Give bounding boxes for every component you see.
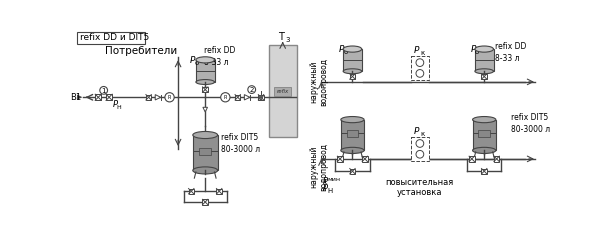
Text: refix: refix	[277, 89, 289, 94]
Ellipse shape	[475, 69, 493, 74]
Bar	[478, 130, 490, 137]
Ellipse shape	[193, 131, 218, 138]
Polygon shape	[350, 74, 355, 79]
Ellipse shape	[196, 79, 215, 84]
Text: P: P	[323, 177, 328, 186]
Circle shape	[165, 93, 174, 102]
Ellipse shape	[341, 147, 364, 154]
Bar	[274, 87, 291, 96]
Ellipse shape	[193, 167, 218, 174]
Text: Н: Н	[327, 188, 332, 194]
Text: наружный
водопровод: наружный водопровод	[309, 143, 328, 191]
Text: P: P	[113, 100, 118, 109]
Text: 1: 1	[101, 88, 106, 94]
Ellipse shape	[473, 117, 496, 123]
Ellipse shape	[196, 57, 215, 63]
Text: refix DD и DIT5: refix DD и DIT5	[80, 33, 149, 43]
Circle shape	[416, 150, 424, 158]
Polygon shape	[95, 94, 101, 100]
Polygon shape	[258, 94, 264, 100]
Bar	[196, 60, 215, 82]
Text: наружный
водопровод: наружный водопровод	[309, 58, 328, 106]
Text: PI: PI	[167, 95, 172, 100]
Circle shape	[416, 70, 424, 77]
Polygon shape	[202, 199, 208, 205]
Bar	[343, 49, 362, 71]
Polygon shape	[481, 74, 487, 79]
Text: к: к	[421, 50, 425, 56]
Circle shape	[221, 93, 230, 102]
Polygon shape	[146, 94, 151, 100]
Polygon shape	[203, 107, 208, 112]
Text: ▶: ▶	[77, 94, 83, 100]
Polygon shape	[155, 94, 161, 100]
Polygon shape	[235, 94, 241, 100]
Text: P: P	[190, 56, 196, 65]
Text: Н: Н	[116, 105, 121, 110]
Text: 2: 2	[250, 87, 254, 93]
Polygon shape	[202, 87, 208, 92]
Polygon shape	[188, 188, 194, 194]
Circle shape	[100, 87, 107, 94]
Polygon shape	[481, 169, 487, 174]
Text: повысительная
установка: повысительная установка	[386, 178, 454, 197]
Ellipse shape	[343, 46, 362, 52]
Text: P: P	[414, 46, 419, 55]
Text: refix DIT5
80-3000 л: refix DIT5 80-3000 л	[221, 133, 260, 154]
Circle shape	[416, 140, 424, 147]
Polygon shape	[217, 188, 222, 194]
Polygon shape	[469, 156, 475, 162]
Text: B1: B1	[70, 93, 81, 102]
Text: о: о	[343, 49, 347, 55]
Polygon shape	[350, 169, 355, 174]
Ellipse shape	[475, 46, 493, 52]
Bar	[199, 148, 211, 155]
Text: refix DIT5
80-3000 л: refix DIT5 80-3000 л	[511, 113, 550, 134]
Polygon shape	[244, 94, 250, 100]
Bar	[341, 120, 364, 150]
Text: T: T	[278, 32, 283, 42]
Circle shape	[416, 59, 424, 66]
Text: Потребители: Потребители	[105, 46, 177, 56]
Text: refix DD
8-33 л: refix DD 8-33 л	[495, 42, 526, 63]
Ellipse shape	[343, 69, 362, 74]
Text: PI: PI	[223, 95, 227, 100]
Bar	[193, 135, 218, 170]
Bar	[347, 130, 358, 137]
Circle shape	[248, 86, 256, 93]
Bar	[410, 56, 429, 80]
Text: P: P	[470, 45, 476, 54]
Bar	[77, 32, 145, 44]
Text: о: о	[475, 49, 479, 55]
Text: мин: мин	[327, 177, 340, 182]
Polygon shape	[337, 156, 343, 162]
Bar	[269, 45, 296, 137]
Text: P: P	[414, 127, 419, 137]
Text: к: к	[421, 131, 425, 137]
Polygon shape	[259, 96, 263, 100]
Text: P: P	[323, 184, 328, 193]
Polygon shape	[106, 94, 112, 100]
Polygon shape	[362, 156, 368, 162]
Polygon shape	[494, 156, 499, 162]
Bar	[475, 49, 494, 71]
Ellipse shape	[473, 147, 496, 154]
Bar	[473, 120, 496, 150]
Text: refix DD
8-33 л: refix DD 8-33 л	[205, 46, 236, 67]
Ellipse shape	[341, 117, 364, 123]
Bar	[410, 137, 429, 161]
Text: о: о	[194, 60, 199, 66]
Text: P: P	[339, 45, 344, 54]
Text: 3: 3	[286, 36, 290, 43]
